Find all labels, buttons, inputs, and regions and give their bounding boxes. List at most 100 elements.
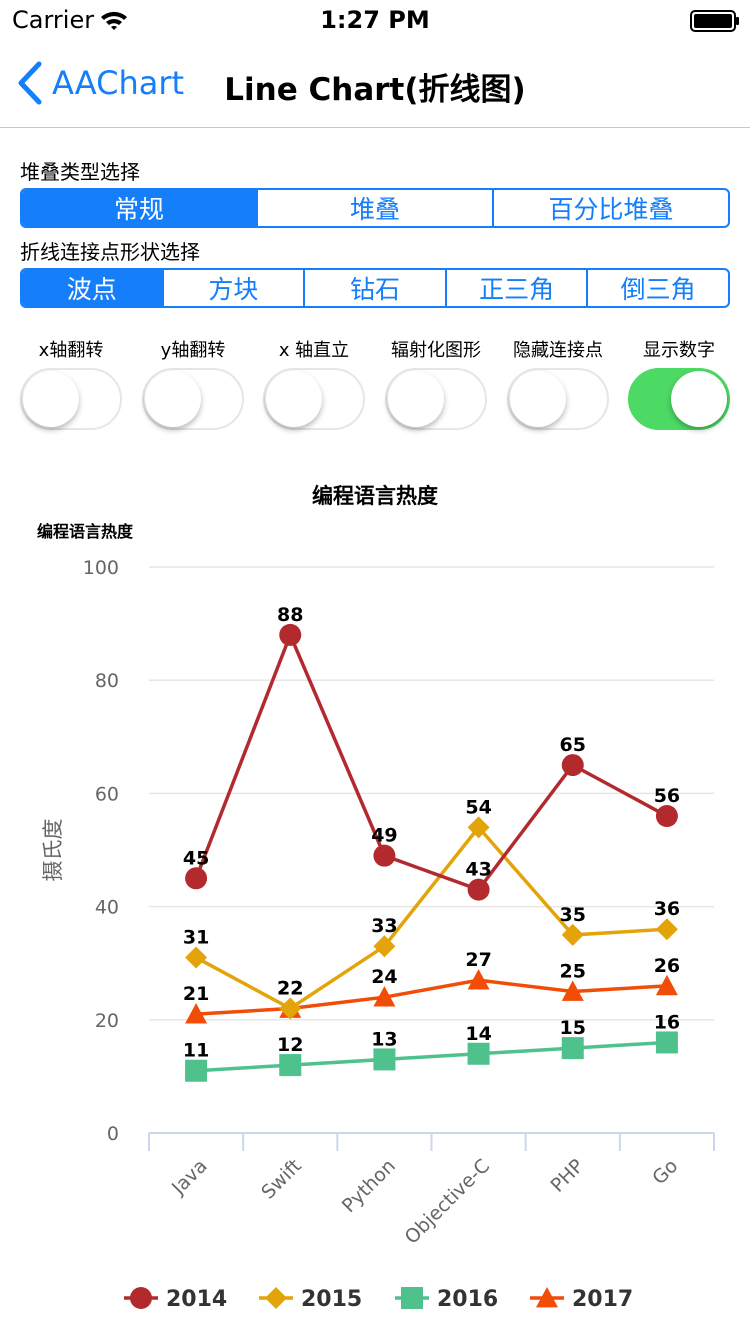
marker-triangle [373, 986, 396, 1007]
marker-circle [373, 844, 396, 867]
legend-item-2017: 2017 [572, 1287, 633, 1312]
data-label: 27 [465, 949, 491, 971]
status-time: 1:27 PM [320, 6, 430, 34]
data-label: 49 [371, 825, 397, 847]
marker-square [185, 1059, 208, 1082]
y-tick-label: 20 [95, 1010, 119, 1032]
data-label: 13 [371, 1028, 397, 1050]
chevron-left-icon [18, 61, 42, 105]
polar-toggle[interactable] [385, 368, 487, 430]
marker-diamond [185, 946, 208, 969]
marker-triangle [561, 980, 584, 1001]
y-reversed-toggle[interactable] [142, 368, 244, 430]
data-label: 16 [654, 1011, 680, 1033]
y-tick-label: 0 [107, 1123, 119, 1145]
data-label: 88 [277, 604, 303, 626]
x-reversed-toggle[interactable] [20, 368, 122, 430]
line-chart: 编程语言热度 编程语言热度 摄氏度 0 20 40 60 80 100 Java Swift P… [37, 484, 715, 1312]
marker-triangle [185, 1003, 208, 1024]
marker-option-triangle[interactable]: 正三角 [444, 270, 587, 306]
data-label: 43 [465, 859, 491, 881]
back-label: AAChart [52, 64, 185, 102]
toggle-knob [671, 371, 727, 427]
page-title: Line Chart(折线图) [224, 72, 526, 108]
marker-shape-segmented-control: 波点 方块 钻石 正三角 倒三角 [20, 268, 730, 308]
y-tick-label: 100 [83, 557, 119, 579]
y-tick-label: 80 [95, 670, 119, 692]
marker-square [401, 1287, 423, 1309]
marker-diamond [373, 935, 396, 958]
data-label: 11 [183, 1040, 209, 1062]
marker-circle [185, 867, 208, 890]
x-tick-label: PHP [546, 1155, 588, 1197]
marker-option-square[interactable]: 方块 [161, 270, 304, 306]
marker-diamond [655, 918, 678, 941]
toggle-knob [23, 371, 79, 427]
y-axis-title: 摄氏度 [41, 819, 65, 882]
x-tick-label: Swift [257, 1155, 306, 1204]
switch-x-upright: x 轴直立 [253, 336, 375, 430]
stacking-option-normal[interactable]: 常规 [22, 190, 256, 226]
navigation-bar: AAChart Line Chart(折线图) [0, 40, 750, 128]
data-label: 26 [654, 955, 680, 977]
carrier-label: Carrier [12, 6, 95, 34]
marker-circle [655, 805, 678, 828]
stacking-option-percent[interactable]: 百分比堆叠 [492, 190, 728, 226]
marker-triangle [536, 1287, 558, 1308]
legend-item-2014: 2014 [166, 1287, 227, 1312]
series-line-2017 [195, 978, 668, 1016]
data-label: 14 [465, 1023, 491, 1045]
status-bar: Carrier 1:27 PM [0, 0, 750, 40]
marker-square [373, 1048, 396, 1071]
data-label: 54 [465, 796, 491, 818]
data-label: 56 [654, 785, 680, 807]
data-label: 35 [560, 904, 586, 926]
data-label: 33 [371, 915, 397, 937]
marker-diamond [467, 816, 490, 839]
x-upright-toggle[interactable] [263, 368, 365, 430]
toggle-knob [145, 371, 201, 427]
toggle-knob [266, 371, 322, 427]
wifi-icon [101, 11, 127, 30]
x-tick-label: Java [167, 1155, 212, 1200]
marker-circle [279, 623, 302, 646]
switch-label: x轴翻转 [38, 340, 104, 361]
data-label: 45 [183, 847, 209, 869]
switch-show-data-labels: 显示数字 [618, 336, 740, 430]
y-tick-label: 40 [95, 897, 119, 919]
marker-option-diamond[interactable]: 钻石 [303, 270, 445, 306]
back-button[interactable]: AAChart [14, 58, 184, 108]
marker-triangle [467, 969, 490, 990]
data-label: 21 [183, 983, 209, 1005]
data-label: 24 [371, 966, 397, 988]
marker-diamond [279, 997, 302, 1020]
marker-option-circle[interactable]: 波点 [22, 270, 162, 306]
marker-square [279, 1054, 302, 1077]
data-label: 15 [560, 1017, 586, 1039]
switch-label: 隐藏连接点 [513, 340, 603, 361]
switch-hide-markers: 隐藏连接点 [497, 336, 619, 430]
data-label: 31 [183, 927, 209, 949]
hide-markers-toggle[interactable] [507, 368, 609, 430]
y-tick-label: 60 [95, 783, 119, 805]
marker-option-triangle-down[interactable]: 倒三角 [586, 270, 728, 306]
x-tick-label: Go [648, 1155, 682, 1189]
marker-square [467, 1042, 490, 1065]
data-label: 22 [277, 977, 303, 999]
marker-triangle [655, 974, 678, 996]
chart-subtitle: 编程语言热度 [37, 522, 134, 541]
stacking-option-stacked[interactable]: 堆叠 [256, 190, 492, 226]
toggle-knob [510, 371, 566, 427]
data-label: 36 [654, 898, 680, 920]
marker-diamond [265, 1287, 287, 1309]
legend-item-2016: 2016 [437, 1287, 498, 1312]
marker-circle [561, 754, 584, 777]
stacking-type-segmented-control: 常规 堆叠 百分比堆叠 [20, 188, 730, 228]
data-label: 12 [277, 1034, 303, 1056]
x-tick-label: Python [338, 1155, 400, 1217]
switch-polar: 辐射化图形 [375, 336, 497, 430]
show-data-labels-toggle[interactable] [628, 368, 730, 430]
x-tick-label: Objective-C [401, 1155, 494, 1248]
chart-title: 编程语言热度 [312, 484, 438, 508]
marker-square [655, 1031, 678, 1054]
